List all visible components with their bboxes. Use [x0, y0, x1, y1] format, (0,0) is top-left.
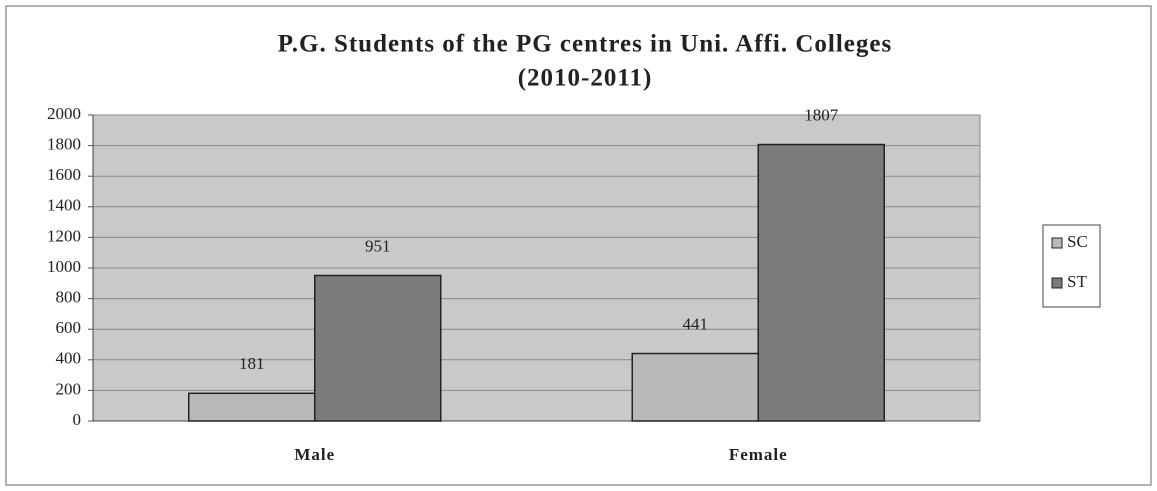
y-tick-label: 1600	[47, 165, 81, 184]
y-tick-label: 0	[73, 410, 82, 429]
data-label: 441	[683, 314, 709, 333]
y-tick-label: 600	[56, 318, 82, 337]
y-tick-label: 400	[56, 349, 82, 368]
legend-label: SC	[1067, 232, 1088, 251]
y-tick-label: 800	[56, 288, 82, 307]
bar	[631, 352, 759, 422]
bar	[188, 392, 316, 422]
legend-swatch	[1051, 277, 1063, 289]
data-label: 181	[239, 354, 265, 373]
y-tick-label: 1200	[47, 226, 81, 245]
y-tick-label: 200	[56, 379, 82, 398]
data-label: 951	[365, 236, 391, 255]
legend-label: ST	[1067, 272, 1087, 291]
data-label: 1807	[804, 105, 839, 124]
x-tick-label: Female	[729, 445, 788, 464]
legend-swatch	[1051, 237, 1063, 249]
chart-subtitle: (2010-2011)	[518, 65, 653, 92]
x-tick-label: Male	[294, 445, 335, 464]
chart-title: P.G. Students of the PG centres in Uni. …	[278, 31, 892, 58]
y-tick-label: 1400	[47, 196, 81, 215]
bar	[314, 274, 442, 422]
y-tick-label: 1800	[47, 135, 81, 154]
bar	[757, 143, 885, 422]
y-tick-label: 2000	[47, 104, 81, 123]
y-tick-label: 1000	[47, 257, 81, 276]
